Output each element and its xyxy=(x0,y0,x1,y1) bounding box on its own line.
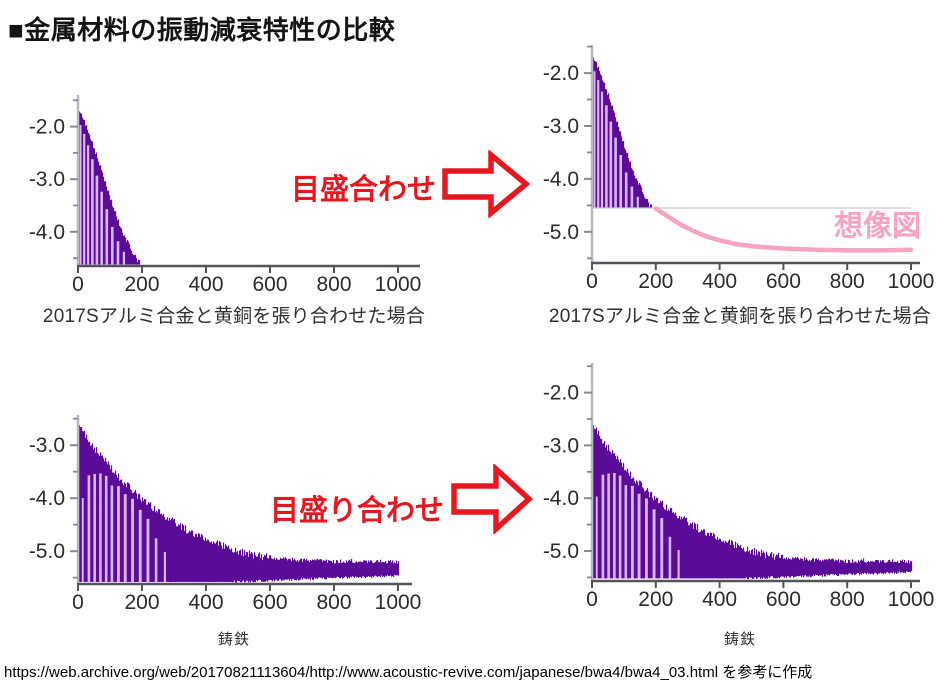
x-tick-label: 600 xyxy=(252,273,287,296)
y-tick-label: -3.0 xyxy=(543,115,579,138)
x-tick-label: 400 xyxy=(188,591,223,614)
y-tick-label: -3.0 xyxy=(29,168,65,191)
y-tick-label: -3.0 xyxy=(29,434,65,457)
figure-title: ■金属材料の振動減衰特性の比較 xyxy=(8,15,396,45)
y-tick-label: -4.0 xyxy=(543,487,579,510)
x-tick-label: 1000 xyxy=(888,588,935,611)
x-tick-label: 1000 xyxy=(375,273,422,296)
x-tick-label: 200 xyxy=(638,588,673,611)
scale-align-label-top: 目盛合わせ xyxy=(291,174,437,206)
chart-aluminum-brass-rescaled: 想像図 -2.0 -3.0 -4.0 -5.0 0 200 400 600 800 1000 xyxy=(543,45,935,293)
source-attribution: https://web.archive.org/web/201708211136… xyxy=(4,664,813,681)
caption-cast-iron-left: 鋳鉄 xyxy=(217,631,250,648)
caption-aluminum-brass-right: 2017Sアルミ合金と黄銅を張り合わせた場合 xyxy=(548,306,932,327)
x-tick-label: 800 xyxy=(830,588,865,611)
y-tick-label: -4.0 xyxy=(29,487,65,510)
y-tick-label: -2.0 xyxy=(543,62,579,85)
y-tick-label: -2.0 xyxy=(543,382,579,405)
x-tick-label: 1000 xyxy=(375,591,422,614)
x-tick-label: 200 xyxy=(638,270,673,293)
axes: -2.0 -3.0 -4.0 -5.0 0 200 400 600 800 1000 xyxy=(543,363,935,611)
x-tick-label: 800 xyxy=(316,591,351,614)
imagined-decay-curve xyxy=(653,206,914,253)
red-arrow-icon xyxy=(442,150,531,218)
chart-aluminum-brass-original: -2.0 -3.0 -4.0 0 200 400 600 800 1000 xyxy=(29,95,422,296)
x-tick-label: 400 xyxy=(702,588,737,611)
axes: -2.0 -3.0 -4.0 -5.0 0 200 400 600 800 1000 xyxy=(543,45,935,293)
x-tick-label: 1000 xyxy=(888,270,935,293)
x-tick-label: 600 xyxy=(252,591,287,614)
y-tick-label: -5.0 xyxy=(29,540,65,563)
x-tick-label: 0 xyxy=(586,588,598,611)
y-tick-label: -3.0 xyxy=(543,434,579,457)
x-tick-label: 400 xyxy=(702,270,737,293)
x-tick-label: 800 xyxy=(830,270,865,293)
x-tick-label: 0 xyxy=(586,270,598,293)
caption-aluminum-brass-left: 2017Sアルミ合金と黄銅を張り合わせた場合 xyxy=(42,306,426,327)
x-tick-label: 0 xyxy=(72,591,84,614)
scale-align-label-bottom: 目盛り合わせ xyxy=(270,495,445,527)
chart-cast-iron-original: -3.0 -4.0 -5.0 0 200 400 600 800 1000 xyxy=(29,415,422,614)
x-tick-label: 200 xyxy=(124,273,159,296)
chart-cast-iron-rescaled: -2.0 -3.0 -4.0 -5.0 0 200 400 600 800 1000 xyxy=(543,363,935,611)
waveform xyxy=(78,425,400,583)
x-tick-label: 0 xyxy=(72,273,84,296)
imagined-label: 想像図 xyxy=(834,210,921,243)
x-tick-label: 600 xyxy=(766,270,801,293)
axes: -2.0 -3.0 -4.0 0 200 400 600 800 1000 xyxy=(29,95,422,296)
x-tick-label: 800 xyxy=(316,273,351,296)
y-tick-label: -4.0 xyxy=(543,168,579,191)
y-tick-label: -5.0 xyxy=(543,540,579,563)
axes: -3.0 -4.0 -5.0 0 200 400 600 800 1000 xyxy=(29,415,422,614)
caption-cast-iron-right: 鋳鉄 xyxy=(723,631,756,648)
x-tick-label: 200 xyxy=(124,591,159,614)
x-tick-label: 400 xyxy=(188,273,223,296)
y-tick-label: -2.0 xyxy=(29,116,65,139)
y-tick-label: -4.0 xyxy=(29,221,65,244)
x-tick-label: 600 xyxy=(766,588,801,611)
red-arrow-icon xyxy=(451,464,534,534)
waveform xyxy=(592,425,913,580)
y-tick-label: -5.0 xyxy=(543,221,579,244)
waveform xyxy=(78,111,141,265)
waveform xyxy=(592,57,653,209)
